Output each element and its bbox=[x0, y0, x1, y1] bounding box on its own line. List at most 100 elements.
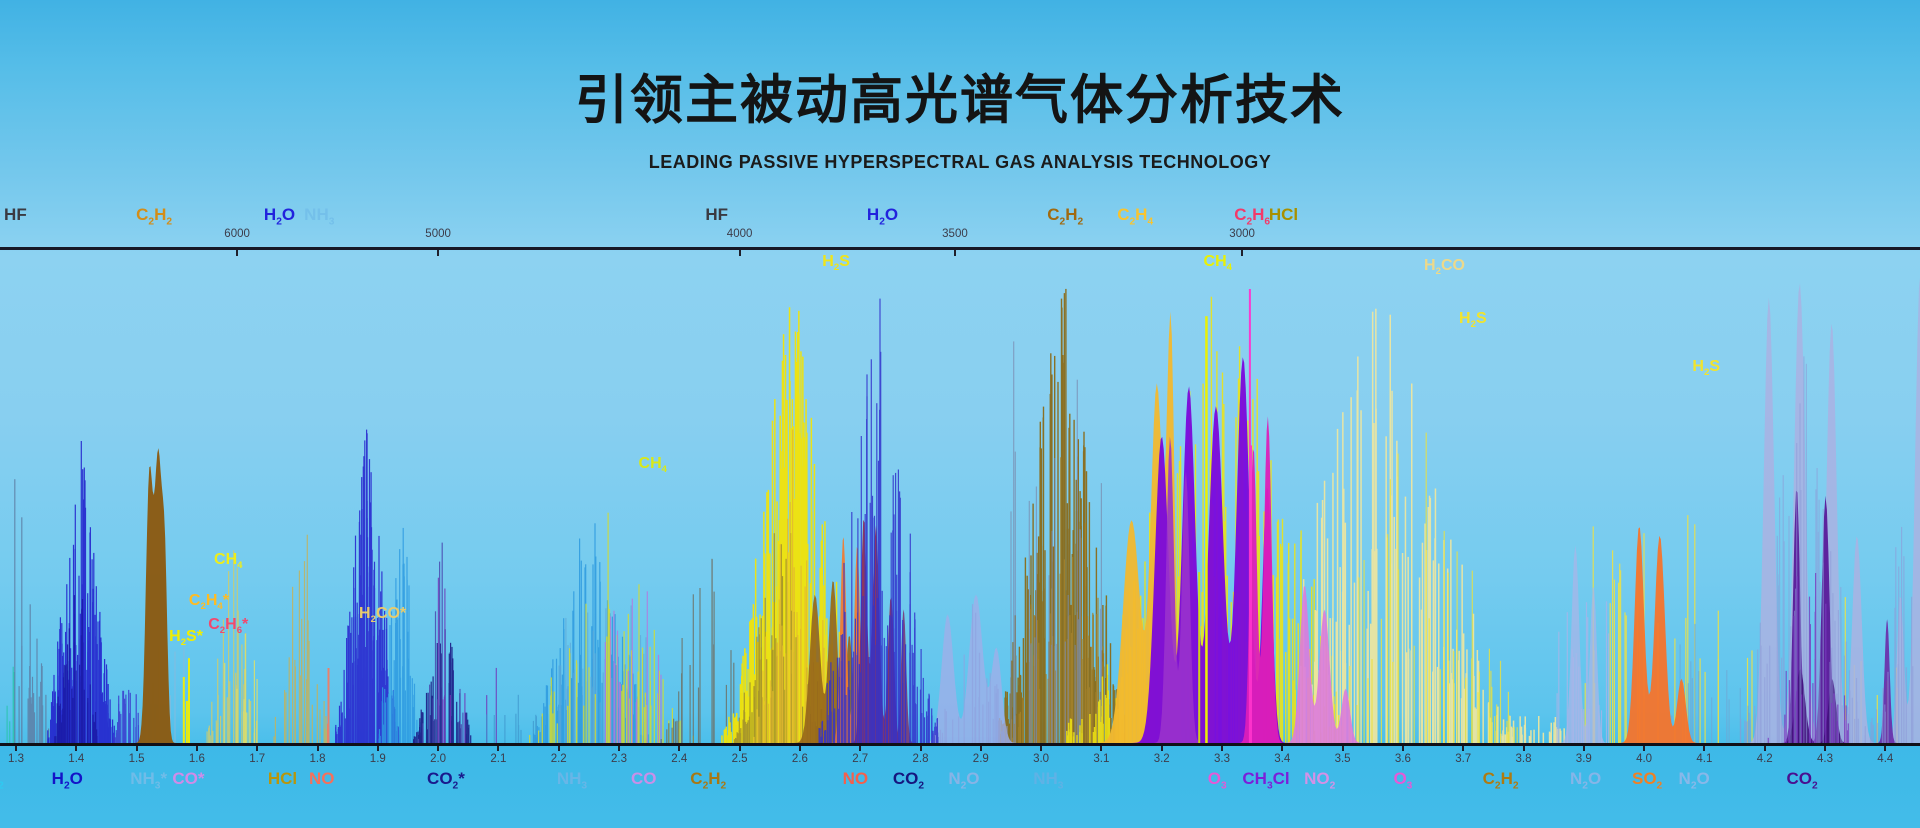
molecule-label-chart: H2S bbox=[822, 253, 850, 274]
molecule-label-chart: CH4 bbox=[1203, 253, 1232, 274]
wavelength-tick-mark bbox=[1703, 746, 1706, 751]
wavelength-tick-mark bbox=[859, 746, 862, 751]
wavenumber-tick-label: 3500 bbox=[942, 228, 968, 240]
molecule-label-top: NH3 bbox=[304, 205, 335, 228]
wavelength-tick-mark bbox=[557, 746, 560, 751]
wavelength-tick-mark bbox=[1281, 746, 1284, 751]
wavenumber-tick-label: 4000 bbox=[726, 228, 753, 240]
wavelength-tick-label: 3.4 bbox=[1274, 753, 1291, 765]
molecule-label-chart: C2H4* bbox=[188, 592, 229, 613]
wavelength-tick-mark bbox=[1462, 746, 1465, 751]
spectral-band-HF bbox=[660, 558, 745, 745]
wavelength-tick-label: 1.4 bbox=[68, 753, 85, 765]
spectral-band-H2O bbox=[113, 689, 142, 745]
wavenumber-tick-mark bbox=[953, 250, 956, 256]
molecule-label-bottom: NO bbox=[842, 769, 869, 788]
molecule-label-bottom: NO bbox=[308, 769, 335, 788]
wavelength-tick-mark bbox=[1763, 746, 1766, 751]
spectral-band-H2O bbox=[54, 595, 98, 745]
wavelength-tick-label: 4.0 bbox=[1636, 753, 1653, 765]
wavelength-axis-line bbox=[0, 743, 1920, 746]
wavelength-tick-mark bbox=[195, 746, 198, 751]
molecule-label-bottom: NH3 bbox=[556, 769, 588, 792]
wavelength-tick-label: 2.5 bbox=[731, 753, 748, 765]
spectral-band-NH3 bbox=[1010, 341, 1102, 745]
wavelength-tick-label: 1.6 bbox=[188, 753, 205, 765]
spectral-fill-CO2 bbox=[891, 609, 917, 746]
wavelength-tick-label: 3.0 bbox=[1033, 753, 1050, 765]
wavelength-tick-mark bbox=[678, 746, 681, 751]
wavelength-tick-label: 1.8 bbox=[309, 753, 326, 765]
molecule-label-bottom: C2H2 bbox=[1482, 769, 1519, 792]
wavelength-tick-mark bbox=[75, 746, 78, 751]
wavenumber-tick-label: 6000 bbox=[224, 228, 250, 240]
wavelength-tick-mark bbox=[1824, 746, 1826, 751]
molecule-label-bottom: O3 bbox=[1207, 769, 1227, 792]
molecule-label-bottom: N2O bbox=[1678, 769, 1710, 792]
wavelength-tick-label: 3.7 bbox=[1455, 753, 1472, 765]
spectral-band-H2S bbox=[182, 658, 190, 745]
page-subtitle: LEADING PASSIVE HYPERSPECTRAL GAS ANALYS… bbox=[648, 152, 1272, 172]
wavelength-tick-label: 4.2 bbox=[1756, 753, 1773, 765]
molecule-label-bottom: CO2 bbox=[1786, 769, 1818, 792]
spectral-band-HF bbox=[14, 479, 50, 745]
molecule-label-bottom: N2O bbox=[948, 769, 980, 792]
wavenumber-tick-mark bbox=[236, 250, 239, 256]
spectral-band-CO2 bbox=[417, 542, 464, 745]
wavelength-tick-label: 2.8 bbox=[912, 753, 929, 765]
wavelength-tick-mark bbox=[437, 746, 440, 751]
molecule-label-bottom: CO2 bbox=[892, 769, 925, 792]
wavelength-tick-mark bbox=[979, 746, 982, 751]
spectral-band-H2O bbox=[818, 298, 939, 745]
wavelength-tick-label: 4.1 bbox=[1696, 753, 1713, 765]
molecule-label-chart: H2S bbox=[1692, 358, 1720, 379]
molecule-label-bottom: O3 bbox=[1393, 769, 1413, 792]
wavelength-tick-mark bbox=[1401, 746, 1404, 751]
wavelength-tick-label: 2.9 bbox=[972, 753, 989, 765]
wavelength-tick-label: 3.5 bbox=[1334, 753, 1351, 765]
wavelength-tick-label: 3.8 bbox=[1515, 753, 1532, 765]
molecule-label-chart: H2CO* bbox=[359, 605, 407, 626]
wavelength-tick-mark bbox=[1884, 746, 1887, 751]
molecule-label-bottom: CO* bbox=[172, 769, 205, 788]
spectral-band-CO bbox=[604, 591, 662, 745]
molecule-label-top: H2O bbox=[263, 205, 296, 228]
molecule-label-bottom: H2O bbox=[51, 769, 83, 792]
wavenumber-tick-label: 3000 bbox=[1229, 228, 1255, 240]
wavelength-tick-mark bbox=[618, 746, 620, 751]
molecule-label-top: HF bbox=[4, 205, 27, 224]
molecule-label-top: HF bbox=[705, 205, 729, 224]
spectral-band-H2CO bbox=[1300, 308, 1565, 745]
wavelength-tick-label: 2.4 bbox=[671, 753, 688, 765]
wavelength-tick-label: 2.6 bbox=[791, 753, 808, 765]
wavelength-tick-label: 4.4 bbox=[1877, 753, 1894, 765]
molecule-label-chart: H2S* bbox=[169, 628, 203, 649]
wavelength-tick-mark bbox=[376, 746, 379, 751]
molecule-label-top: C2H4 bbox=[1117, 205, 1154, 228]
wavelength-tick-label: 2.1 bbox=[490, 753, 507, 765]
wavelength-tick-label: 2.3 bbox=[611, 753, 627, 765]
spectral-fill-N2O bbox=[1556, 545, 1611, 746]
wavelength-tick-label: 1.5 bbox=[128, 753, 145, 765]
spectral-band-misc bbox=[486, 694, 537, 745]
spectral-band-C2H2 bbox=[998, 288, 1126, 745]
page-title: 引领主被动高光谱气体分析技术 bbox=[575, 71, 1345, 130]
wavelength-tick-label: 1.3 bbox=[8, 753, 24, 765]
spectral-fill-C2H2 bbox=[132, 448, 178, 746]
spectral-band-CH4 bbox=[224, 633, 258, 745]
molecule-label-bottom: SO2 bbox=[1631, 769, 1663, 792]
wavelength-tick-mark bbox=[1100, 746, 1103, 751]
spectral-band-N2O bbox=[934, 604, 1010, 745]
spectral-band-O2 bbox=[6, 666, 15, 745]
molecule-label-top: HCl bbox=[1268, 205, 1299, 224]
molecule-label-chart: CH4 bbox=[638, 455, 667, 476]
molecule-label-bottom: CO bbox=[630, 769, 657, 788]
wavelength-tick-label: 3.6 bbox=[1394, 753, 1411, 765]
wavelength-tick-mark bbox=[1341, 746, 1344, 751]
molecule-label-chart: H2S bbox=[1459, 310, 1487, 331]
wavelength-tick-label: 3.1 bbox=[1093, 753, 1110, 765]
wavenumber-axis-line bbox=[0, 247, 1920, 250]
spectral-band-CH4 bbox=[206, 550, 257, 745]
